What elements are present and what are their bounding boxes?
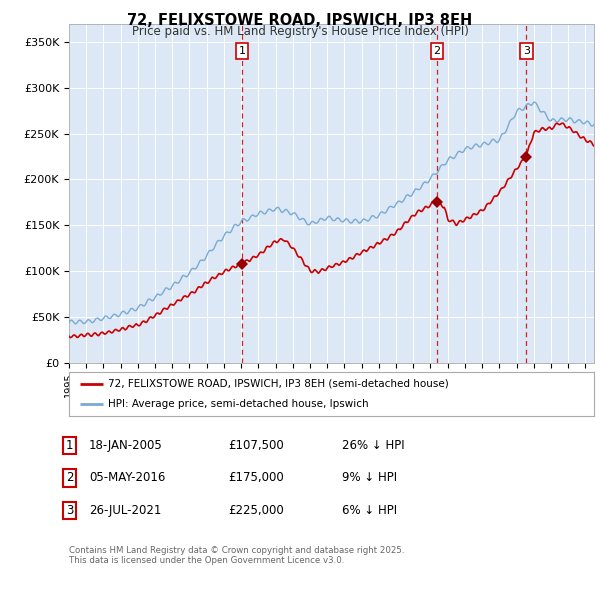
Text: HPI: Average price, semi-detached house, Ipswich: HPI: Average price, semi-detached house,… <box>109 399 369 409</box>
Text: 6% ↓ HPI: 6% ↓ HPI <box>342 504 397 517</box>
Text: 26% ↓ HPI: 26% ↓ HPI <box>342 439 404 452</box>
Text: 72, FELIXSTOWE ROAD, IPSWICH, IP3 8EH (semi-detached house): 72, FELIXSTOWE ROAD, IPSWICH, IP3 8EH (s… <box>109 379 449 389</box>
Text: 18-JAN-2005: 18-JAN-2005 <box>89 439 163 452</box>
Text: £225,000: £225,000 <box>228 504 284 517</box>
Text: £175,000: £175,000 <box>228 471 284 484</box>
Text: 3: 3 <box>66 504 73 517</box>
Text: 2: 2 <box>433 46 440 56</box>
Text: 26-JUL-2021: 26-JUL-2021 <box>89 504 161 517</box>
Text: 2: 2 <box>66 471 73 484</box>
Text: 9% ↓ HPI: 9% ↓ HPI <box>342 471 397 484</box>
Text: 1: 1 <box>66 439 73 452</box>
Text: £107,500: £107,500 <box>228 439 284 452</box>
Text: 72, FELIXSTOWE ROAD, IPSWICH, IP3 8EH: 72, FELIXSTOWE ROAD, IPSWICH, IP3 8EH <box>127 13 473 28</box>
Text: Price paid vs. HM Land Registry's House Price Index (HPI): Price paid vs. HM Land Registry's House … <box>131 25 469 38</box>
Text: 05-MAY-2016: 05-MAY-2016 <box>89 471 165 484</box>
Text: 1: 1 <box>238 46 245 56</box>
Text: 3: 3 <box>523 46 530 56</box>
Text: Contains HM Land Registry data © Crown copyright and database right 2025.
This d: Contains HM Land Registry data © Crown c… <box>69 546 404 565</box>
